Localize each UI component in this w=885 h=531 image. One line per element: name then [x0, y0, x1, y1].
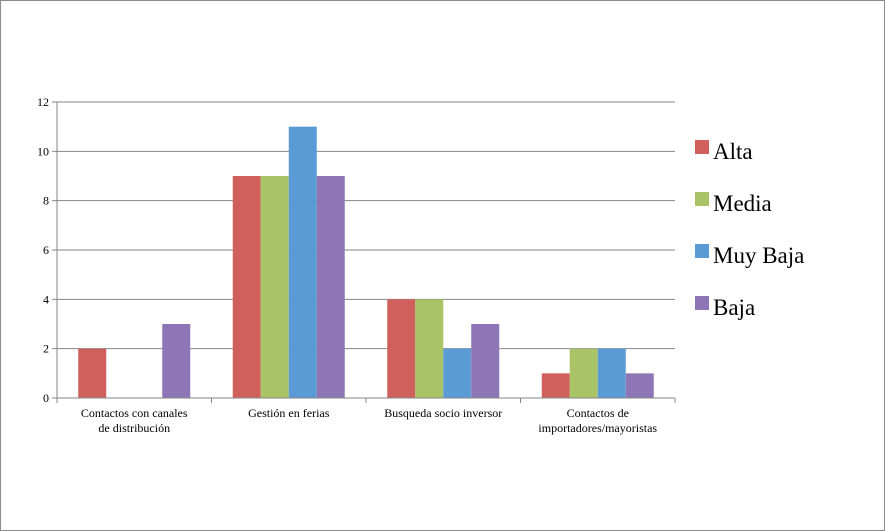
y-tick-label: 10 — [37, 144, 49, 158]
legend-swatch — [695, 192, 709, 206]
bar-baja — [625, 373, 654, 398]
bar-alta — [78, 348, 107, 398]
bar-baja — [471, 324, 500, 398]
legend-swatch — [695, 140, 709, 154]
bar-alta — [232, 176, 261, 398]
y-tick-label: 2 — [43, 342, 49, 356]
x-tick-label: Busqueda socio inversor — [384, 406, 502, 420]
y-tick-label: 12 — [37, 95, 49, 109]
y-tick-label: 0 — [43, 391, 49, 405]
x-tick-label: Gestión en ferias — [248, 406, 330, 420]
bar-muy-baja — [597, 348, 626, 398]
legend-label: Media — [713, 191, 772, 216]
y-tick-labels: 0 2 4 6 8 10 12 — [37, 95, 49, 405]
legend-swatch — [695, 244, 709, 258]
legend-swatch — [695, 296, 709, 310]
bar-muy-baja — [443, 348, 472, 398]
bar-alta — [541, 373, 570, 398]
bar-media — [569, 348, 598, 398]
legend-label: Muy Baja — [713, 243, 804, 268]
bar-media — [260, 176, 289, 398]
bar-baja — [162, 324, 191, 398]
x-tick-label: Contactos de importadores/mayoristas — [538, 406, 657, 435]
bar-muy-baja — [288, 126, 317, 399]
x-tick-label: Contactos con canales de distribución — [81, 406, 188, 435]
bar-baja — [316, 176, 345, 398]
y-tick-label: 6 — [43, 243, 49, 257]
bars — [78, 126, 654, 399]
grid-lines — [57, 101, 675, 350]
bar-alta — [387, 299, 416, 398]
bar-media — [415, 299, 444, 398]
y-tick-label: 8 — [43, 194, 49, 208]
axes — [52, 101, 676, 403]
x-tick-labels: Contactos con canales de distribución Gest… — [81, 406, 657, 435]
legend: Alta Media Muy Baja Baja — [695, 139, 804, 320]
legend-label: Alta — [713, 139, 753, 164]
legend-label: Baja — [713, 295, 755, 320]
y-tick-label: 4 — [43, 292, 49, 306]
